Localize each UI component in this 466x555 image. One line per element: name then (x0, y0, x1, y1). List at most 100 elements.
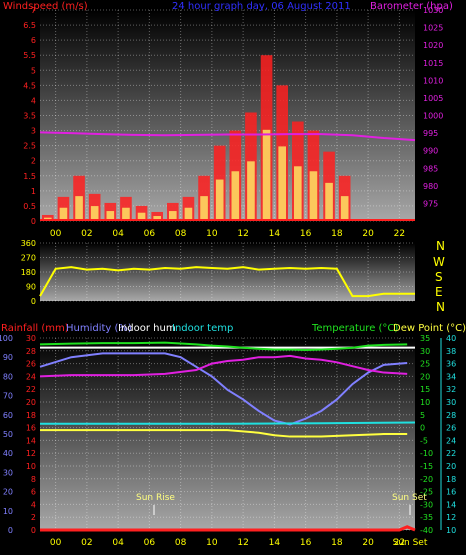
wind-bar-avg (262, 129, 271, 221)
dewpoint-tick: 36 (446, 360, 456, 369)
direction-tick: 360 (21, 239, 36, 248)
x-tick-label: 08 (175, 229, 187, 239)
wind-bar-avg (278, 146, 286, 221)
wind-bar-avg (231, 171, 240, 221)
wind-bar-avg (75, 196, 83, 221)
wind-bar-avg (153, 216, 161, 221)
dewpoint-tick: 32 (446, 385, 456, 394)
wind-bar-avg (184, 207, 193, 221)
wind-bar-avg (247, 161, 255, 221)
rainfall-tick: 24 (26, 372, 36, 381)
barometer-tick: 1005 (423, 94, 443, 103)
wind-bar-avg (137, 212, 146, 221)
x-tick-label: 18 (331, 538, 343, 548)
series-line (39, 352, 408, 426)
barometer-tick: 990 (423, 147, 438, 156)
rainfall-tick: 10 (26, 462, 36, 471)
temperature-tick: -20 (420, 475, 433, 484)
rainfall-tick: 14 (26, 436, 36, 445)
barometer-tick: 1000 (423, 112, 443, 121)
temperature-tick: -25 (420, 488, 433, 497)
series-line (39, 341, 408, 352)
wind-bar-avg (325, 182, 333, 221)
rainfall-label: Rainfall (mm) (1, 323, 69, 334)
temperature-tick: -30 (420, 500, 433, 509)
humidity-tick: 100 (0, 334, 13, 343)
rainfall-tick: 0 (31, 526, 36, 535)
barometer-tick: 975 (423, 199, 438, 208)
barometer-line (39, 131, 416, 142)
windspeed-tick: 4 (31, 96, 36, 105)
x-tick-label: 02 (81, 229, 92, 239)
rainfall-tick: 8 (31, 475, 36, 484)
x-tick-label: Sun Set (393, 538, 428, 548)
direction-tick: 180 (21, 268, 36, 277)
windspeed-tick: 4.5 (23, 81, 36, 90)
wind-bar-avg (59, 207, 68, 221)
direction-tick: 0 (31, 297, 36, 306)
x-tick-label: 00 (50, 229, 62, 239)
wind-bar-avg (106, 211, 115, 221)
wind-bar-avg (200, 196, 208, 221)
x-tick-label: 10 (206, 538, 218, 548)
x-tick-label: 22 (394, 538, 405, 548)
dewpoint-tick: 22 (446, 449, 456, 458)
temperature-tick: -15 (420, 462, 433, 471)
humidity-tick: 60 (3, 411, 13, 420)
wind-bar-avg (294, 166, 302, 221)
rainfall-tick: 16 (26, 424, 36, 433)
x-tick-label: 20 (362, 229, 374, 239)
sun-rise-label: Sun Rise (136, 493, 175, 503)
barometer-tick: 980 (423, 182, 438, 191)
temperature-tick: 35 (420, 334, 430, 343)
dewpoint-tick: 18 (446, 475, 456, 484)
series-line (39, 354, 408, 378)
rainfall-tick: 26 (26, 360, 36, 369)
wind-bar-avg (90, 206, 99, 221)
windspeed-tick: 2.5 (23, 142, 36, 151)
dewpoint-tick: 16 (446, 488, 456, 497)
x-tick-label: 16 (300, 229, 312, 239)
barometer-tick: 995 (423, 129, 438, 138)
indoor-temp-label: Indoor temp (172, 323, 233, 334)
barometer-tick: 1020 (423, 41, 443, 50)
windspeed-tick: 6 (31, 36, 36, 45)
temperature-tick: -10 (420, 449, 433, 458)
humidity-tick: 90 (3, 353, 13, 362)
dewpoint-tick: 26 (446, 424, 456, 433)
compass-n-top: N (436, 239, 445, 253)
windspeed-tick: 0.5 (23, 202, 36, 211)
rainfall-tick: 20 (26, 398, 36, 407)
compass-w: W (433, 255, 445, 269)
series-line (40, 429, 408, 438)
dewpoint-tick: 10 (446, 526, 456, 535)
barometer-tick: 1030 (423, 6, 443, 15)
humidity-tick: 0 (8, 526, 13, 535)
x-tick-label: 12 (237, 538, 248, 548)
dewpoint-tick: 20 (446, 462, 456, 471)
temperature-tick: 15 (420, 385, 430, 394)
dewpoint-tick: 30 (446, 398, 456, 407)
humidity-tick: 50 (3, 430, 13, 439)
windspeed-tick: 6.5 (23, 21, 36, 30)
barometer-axis-label: Barometer (hpa) (370, 1, 453, 12)
temperature-tick: 0 (420, 424, 425, 433)
humidity-tick: 80 (3, 372, 13, 381)
wind-direction-series (39, 266, 415, 298)
windspeed-tick: 5 (31, 66, 36, 75)
x-tick-label: 04 (112, 538, 124, 548)
temperature-tick: -35 (420, 513, 433, 522)
direction-panel (40, 243, 415, 301)
humidity-tick: 30 (3, 468, 13, 477)
temperature-tick: 25 (420, 360, 430, 369)
windspeed-tick: 1.5 (23, 172, 36, 181)
x-tick-label: 00 (50, 538, 62, 548)
windspeed-series (40, 55, 415, 221)
windspeed-tick: 1 (31, 187, 36, 196)
windspeed-tick: 2 (31, 157, 36, 166)
x-tick-label: 18 (331, 229, 343, 239)
windspeed-tick: 3.5 (23, 112, 36, 121)
temperature-tick: 5 (420, 411, 425, 420)
windspeed-tick: 0 (31, 217, 36, 226)
barometer-series (39, 131, 416, 142)
